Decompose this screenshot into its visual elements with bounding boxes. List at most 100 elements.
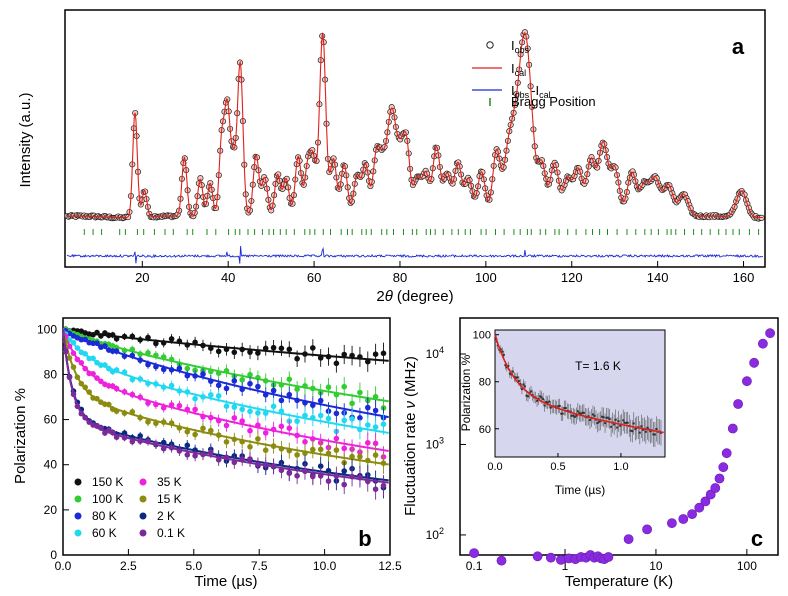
data-point [333,447,340,453]
data-point [556,555,566,565]
data-point [94,329,100,336]
data-point [317,355,324,361]
data-point [70,391,77,398]
data-point [286,346,293,353]
inset-point [540,396,543,399]
data-point [239,386,245,393]
data-point [113,348,120,355]
data-point [270,463,277,469]
data-point [623,534,634,544]
data-point [113,336,120,342]
data-point [113,385,120,392]
y-tick-label: 60 [44,413,58,427]
y-tick-label: 104 [426,345,444,361]
data-point [286,391,293,398]
data-point [603,552,614,562]
inset-point [502,353,505,356]
inset-point [575,414,578,417]
data-point [192,447,198,453]
data-point [86,419,92,425]
data-point [310,385,316,392]
data-point [286,376,293,383]
legend-label: 35 K [157,475,182,489]
data-point [262,378,269,384]
data-point [247,444,253,450]
data-point [129,409,136,415]
data-point [121,353,128,359]
data-point [278,408,285,415]
inset-point [626,421,629,424]
data-point [325,450,332,457]
data-point [341,351,348,358]
data-point [137,357,143,363]
legend-cal-label: Ical [511,61,526,78]
panel-b-legend: 150 K 100 K 80 K 60 K 35 K 15 K 2 K 0.1 K [74,475,185,540]
data-point [380,460,387,467]
inset-point [608,418,611,421]
data-point [137,351,143,357]
data-point [129,376,136,383]
data-point [341,445,348,452]
data-point [215,348,222,355]
data-point [82,365,88,372]
data-point [325,467,332,474]
panel-a-legend: Iobs Ical Iobs -Ical Bragg Position [472,38,596,109]
x-tick-label: 10 [649,559,663,573]
data-point [223,439,230,445]
inset-point [625,421,628,424]
data-point [94,375,100,381]
data-point [546,552,556,563]
data-point [765,328,775,339]
data-point [278,423,285,430]
data-point [86,389,92,395]
data-point [192,406,198,413]
data-point [200,413,206,420]
inset-point [634,428,637,431]
data-point [333,410,340,417]
data-point [349,352,355,359]
data-point [333,391,340,398]
inset-point [602,416,605,419]
data-point [129,346,136,353]
data-point [270,426,277,433]
x-tick-label: 120 [561,270,583,285]
x-tick-label: 80 [393,270,407,285]
data-point [184,372,191,379]
y-tick-label: 40 [44,458,58,472]
data-point [247,456,253,462]
data-point [317,397,324,404]
bragg-ticks [83,229,760,235]
data-point [302,400,308,406]
data-point [302,450,308,456]
data-point [153,363,159,370]
data-point [532,551,543,562]
inset-point [641,428,644,431]
data-point [160,366,167,373]
data-point [365,422,371,428]
data-point [496,555,507,566]
data-point [341,468,348,474]
data-point [82,414,88,421]
data-point [176,365,183,372]
data-point [145,400,151,406]
data-point [208,392,214,398]
data-point [365,478,371,485]
data-point [66,374,73,381]
data-point [208,449,214,456]
data-point [247,380,253,387]
inset-point [622,419,625,422]
data-point [223,346,230,353]
inset-point [599,419,602,422]
inset-point [613,423,616,426]
panel-a-frame [64,9,766,268]
data-point [184,342,191,348]
data-point [333,435,340,442]
data-point [98,362,104,369]
data-point [168,367,175,373]
data-point [231,436,238,443]
data-point [192,339,198,346]
data-point [215,370,222,377]
data-point [82,384,88,391]
data-point [223,385,230,392]
data-point [121,389,128,395]
